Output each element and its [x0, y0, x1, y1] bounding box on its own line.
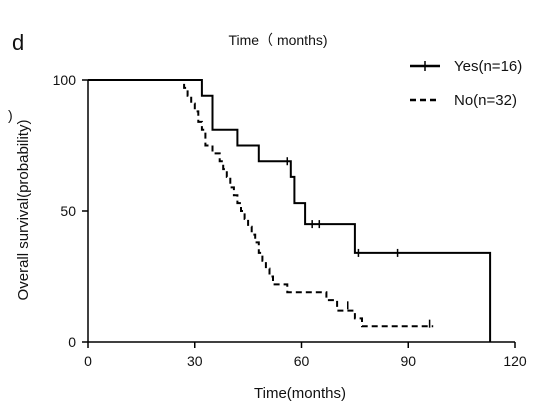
y-tick-label: 0 [68, 334, 76, 350]
x-tick-label: 120 [503, 353, 527, 369]
legend-label: No(n=32) [454, 92, 517, 109]
series-line-2 [88, 79, 434, 328]
y-tick-label: 50 [60, 203, 76, 219]
x-tick-label: 60 [294, 353, 310, 369]
y-ticks: 0 50 100 [53, 72, 88, 350]
stray-label: ) [8, 107, 13, 123]
legend: Yes(n=16) No(n=32) [410, 58, 522, 109]
x-tick-label: 30 [187, 353, 203, 369]
x-axis-title: Time(months) [254, 385, 346, 402]
legend-label: Yes(n=16) [454, 58, 522, 75]
x-tick-label: 90 [400, 353, 416, 369]
x-ticks: 0 30 60 90 120 [84, 342, 527, 369]
series-layer [88, 79, 492, 342]
series-line-1 [88, 79, 492, 342]
panel-label: d [12, 30, 24, 55]
x-tick-label: 0 [84, 353, 92, 369]
y-tick-label: 100 [53, 72, 77, 88]
top-label: Time（ months) [228, 32, 327, 48]
y-axis-title: Overall survival(probability) [15, 120, 32, 301]
